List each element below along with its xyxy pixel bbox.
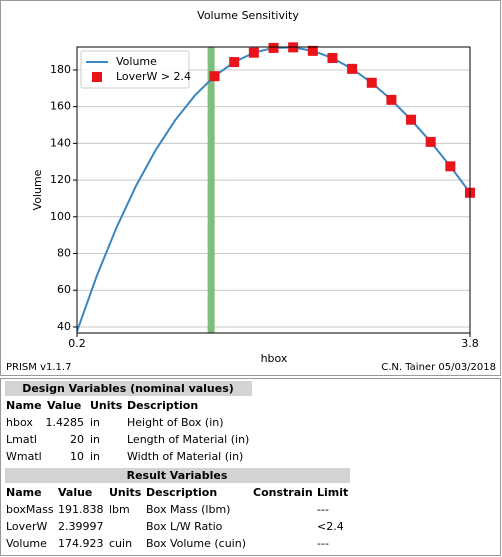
table-cell: 191.838 — [58, 503, 104, 516]
table-cell: 20 — [70, 433, 84, 446]
table-cell: hbox — [6, 416, 33, 429]
marker — [209, 71, 220, 82]
table-cell: Box Volume (cuin) — [146, 537, 246, 550]
table-panel — [0, 378, 501, 556]
table-cell: Wmatl — [6, 450, 42, 463]
column-header: Limit — [317, 486, 348, 499]
y-tick-label: 60 — [57, 283, 71, 296]
marker — [327, 53, 338, 64]
y-tick-label: 120 — [50, 173, 71, 186]
table-cell: 174.923 — [58, 537, 104, 550]
y-tick-label: 140 — [50, 136, 71, 149]
legend-label: LoverW > 2.4 — [116, 70, 191, 83]
legend-label: Volume — [116, 55, 157, 68]
table-cell: 2.39997 — [58, 520, 104, 533]
column-header: Units — [90, 399, 123, 412]
table-cell: Box L/W Ratio — [146, 520, 223, 533]
marker — [268, 42, 279, 53]
table-cell: Length of Material (in) — [127, 433, 249, 446]
marker — [386, 94, 397, 105]
column-header: Name — [6, 486, 42, 499]
y-tick-label: 40 — [57, 320, 71, 333]
table-cell: lbm — [109, 503, 130, 516]
marker — [229, 57, 240, 68]
x-tick-label: 3.8 — [461, 337, 479, 350]
marker — [347, 63, 358, 74]
column-header: Value — [47, 399, 81, 412]
version: PRISM v1.1.7 — [6, 362, 71, 373]
marker — [366, 77, 377, 88]
column-header: Name — [6, 399, 42, 412]
y-tick-label: 180 — [50, 63, 71, 76]
design-header: Design Variables (nominal values) — [22, 382, 234, 395]
table-cell: Lmatl — [6, 433, 37, 446]
table-cell: in — [90, 416, 100, 429]
table-cell: Box Mass (lbm) — [146, 503, 230, 516]
table-cell: 10 — [70, 450, 84, 463]
legend-marker — [92, 72, 102, 82]
x-tick-label: 0.2 — [68, 337, 86, 350]
y-axis-label: Volume — [31, 169, 44, 210]
table-cell: Width of Material (in) — [127, 450, 243, 463]
table-cell: 1.4285 — [46, 416, 85, 429]
table-cell: in — [90, 450, 100, 463]
column-header: Description — [146, 486, 217, 499]
table-cell: cuin — [109, 537, 132, 550]
plot-frame — [76, 46, 471, 334]
table-cell: boxMass — [6, 503, 54, 516]
table-cell: <2.4 — [317, 520, 344, 533]
chart-title: Volume Sensitivity — [197, 9, 299, 22]
column-header: Value — [58, 486, 92, 499]
result-header-bg — [5, 468, 350, 483]
marker — [248, 47, 259, 58]
marker — [425, 136, 436, 147]
marker — [445, 161, 456, 172]
author: C.N. Tainer 05/03/2018 — [381, 362, 496, 373]
y-tick-label: 100 — [50, 210, 71, 223]
marker — [307, 45, 318, 56]
table-cell: --- — [317, 537, 329, 550]
y-tick-label: 160 — [50, 100, 71, 113]
table-cell: in — [90, 433, 100, 446]
design-header-bg — [5, 381, 252, 396]
column-header: Description — [127, 399, 198, 412]
legend-box — [80, 50, 190, 89]
x-axis-label: hbox — [261, 352, 288, 365]
marker — [406, 114, 417, 125]
table-cell: Volume — [6, 537, 47, 550]
y-tick-label: 80 — [57, 247, 71, 260]
column-header: Constrain — [253, 486, 313, 499]
table-cell: Height of Box (in) — [127, 416, 224, 429]
table-cell: --- — [317, 503, 329, 516]
column-header: Units — [109, 486, 142, 499]
table-cell: LoverW — [6, 520, 47, 533]
result-header: Result Variables — [127, 469, 228, 482]
